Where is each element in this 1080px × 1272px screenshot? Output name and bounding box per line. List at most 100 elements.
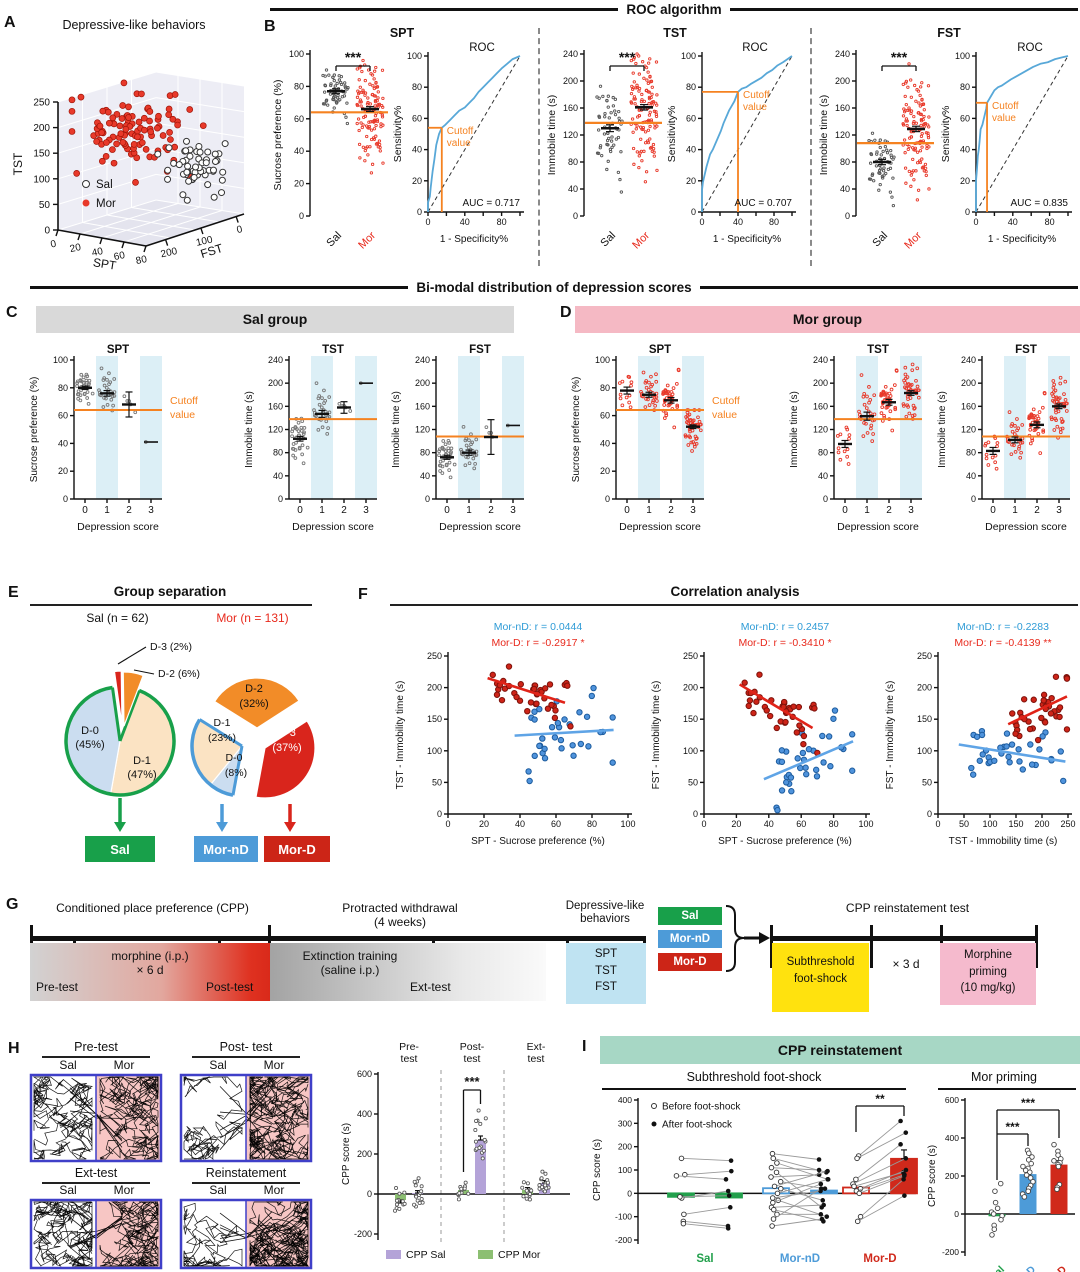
svg-text:2: 2 bbox=[668, 505, 674, 516]
svg-text:200: 200 bbox=[160, 246, 179, 260]
svg-text:Mor-nD: r = 0.0444: Mor-nD: r = 0.0444 bbox=[494, 621, 583, 633]
extinction-line2: (saline i.p.) bbox=[320, 962, 380, 977]
svg-text:80: 80 bbox=[568, 157, 578, 167]
svg-text:0: 0 bbox=[367, 1189, 372, 1199]
svg-text:80: 80 bbox=[840, 157, 850, 167]
svg-text:200: 200 bbox=[618, 1142, 632, 1152]
svg-text:Mor-nD: r = 0.2457: Mor-nD: r = 0.2457 bbox=[741, 621, 830, 633]
svg-text:20: 20 bbox=[686, 176, 696, 186]
svg-text:(37%): (37%) bbox=[272, 742, 301, 754]
priming-chart-rule bbox=[938, 1088, 1076, 1090]
svg-text:D-3: D-3 bbox=[278, 727, 296, 739]
ext-test-label: Ext-test bbox=[410, 980, 451, 994]
svg-text:(47%): (47%) bbox=[127, 769, 156, 781]
svg-text:(8%): (8%) bbox=[225, 767, 247, 779]
svg-text:0: 0 bbox=[236, 224, 244, 236]
svg-text:160: 160 bbox=[835, 103, 850, 113]
svg-text:60: 60 bbox=[113, 250, 127, 263]
svg-text:Cutoff: Cutoff bbox=[712, 395, 740, 407]
bimodal-header: Bi-modal distribution of depression scor… bbox=[30, 280, 1079, 295]
trace-rule bbox=[42, 1182, 150, 1184]
svg-text:40: 40 bbox=[960, 145, 970, 155]
svg-text:value: value bbox=[992, 113, 1016, 124]
svg-text:200: 200 bbox=[813, 378, 828, 388]
fst-roc-chart: ROC 0 20 40 60 80 100 0 40 80 1 - Specificity% Sens… bbox=[940, 42, 1072, 245]
svg-text:0: 0 bbox=[927, 809, 932, 819]
trace-post-test bbox=[179, 1073, 313, 1163]
svg-text:Mor-D: r = -0.3410 *: Mor-D: r = -0.3410 * bbox=[738, 637, 831, 649]
svg-text:100: 100 bbox=[195, 234, 214, 248]
svg-text:***: *** bbox=[1021, 1096, 1035, 1110]
svg-text:100: 100 bbox=[407, 51, 422, 61]
svg-text:Sal: Sal bbox=[110, 842, 130, 857]
trace-ext-test bbox=[29, 1198, 163, 1270]
svg-text:240: 240 bbox=[835, 49, 850, 59]
test-tst: TST bbox=[595, 964, 617, 977]
mor-tst-score-chart: TST 0 40 80 120 160 200 240 Immobile time (s) 0 1 2… bbox=[789, 344, 922, 533]
svg-text:400: 400 bbox=[357, 1109, 372, 1119]
svg-text:20: 20 bbox=[294, 179, 304, 189]
svg-text:100: 100 bbox=[917, 746, 932, 756]
morphine-line1: morphine (i.p.) bbox=[111, 949, 189, 963]
trace-rule bbox=[42, 1056, 150, 1058]
footshock-line2: foot-shock bbox=[793, 973, 848, 986]
svg-text:0: 0 bbox=[954, 1209, 959, 1219]
svg-text:Ext-: Ext- bbox=[527, 1041, 546, 1053]
svg-text:3: 3 bbox=[690, 505, 696, 516]
svg-text:Mor: Mor bbox=[630, 229, 652, 251]
svg-text:Mor-D: Mor-D bbox=[863, 1253, 896, 1265]
svg-text:***: *** bbox=[1005, 1120, 1019, 1134]
svg-text:80: 80 bbox=[686, 82, 696, 92]
svg-text:100: 100 bbox=[618, 1165, 632, 1175]
fst-beeswarm-chart: 0 40 80 120 160 200 240 Immobile time (s) *** Sal… bbox=[818, 49, 934, 252]
svg-text:AUC = 0.835: AUC = 0.835 bbox=[1010, 198, 1068, 209]
svg-text:SPT: SPT bbox=[649, 344, 671, 356]
chamber-label-mor: Mor bbox=[113, 1183, 135, 1197]
svg-text:150: 150 bbox=[1008, 819, 1023, 829]
svg-text:40: 40 bbox=[58, 438, 68, 448]
svg-text:Mor-nD: Mor-nD bbox=[1004, 1263, 1039, 1272]
panel-c-label: C bbox=[6, 304, 18, 321]
svg-text:50: 50 bbox=[922, 777, 932, 787]
svg-text:0: 0 bbox=[63, 494, 68, 504]
svg-text:80: 80 bbox=[600, 383, 610, 393]
timeline-tick bbox=[870, 925, 873, 968]
svg-text:250: 250 bbox=[427, 651, 442, 661]
svg-text:2: 2 bbox=[886, 505, 892, 516]
svg-text:2: 2 bbox=[126, 505, 132, 516]
reinstatement-test-title: CPP reinstatement test bbox=[845, 901, 970, 915]
svg-text:Immobile time (s): Immobile time (s) bbox=[244, 391, 255, 468]
timeline-bar-2 bbox=[770, 936, 1038, 941]
svg-text:ROC: ROC bbox=[1017, 42, 1043, 54]
svg-text:D-1: D-1 bbox=[214, 717, 231, 729]
svg-text:SPT - Sucrose preference (%): SPT - Sucrose preference (%) bbox=[718, 836, 852, 847]
chamber-label-sal: Sal bbox=[209, 1058, 227, 1072]
svg-text:0: 0 bbox=[699, 217, 704, 227]
svg-text:2: 2 bbox=[1034, 505, 1040, 516]
svg-text:D-2 (6%): D-2 (6%) bbox=[158, 668, 200, 680]
svg-text:240: 240 bbox=[961, 355, 976, 365]
svg-text:0: 0 bbox=[965, 207, 970, 217]
header-rule-left bbox=[270, 8, 619, 11]
mord-group-box: Mor-D bbox=[658, 953, 722, 971]
svg-text:Depression score: Depression score bbox=[439, 521, 521, 533]
svg-text:100: 100 bbox=[982, 819, 997, 829]
svg-text:1 - Specificity%: 1 - Specificity% bbox=[988, 234, 1056, 245]
svg-text:Mor-D: r = -0.4139 **: Mor-D: r = -0.4139 ** bbox=[954, 637, 1051, 649]
svg-text:200: 200 bbox=[268, 378, 283, 388]
svg-text:1: 1 bbox=[319, 505, 325, 516]
svg-text:Depression score: Depression score bbox=[619, 521, 701, 533]
svg-text:60: 60 bbox=[58, 411, 68, 421]
svg-text:80: 80 bbox=[135, 254, 149, 267]
svg-text:1: 1 bbox=[864, 505, 870, 516]
svg-text:40: 40 bbox=[460, 217, 470, 227]
test-spt: SPT bbox=[594, 948, 618, 960]
svg-text:AUC = 0.717: AUC = 0.717 bbox=[462, 198, 520, 209]
svg-text:40: 40 bbox=[686, 145, 696, 155]
panel-b-tst-title: TST bbox=[663, 26, 687, 40]
svg-text:150: 150 bbox=[917, 714, 932, 724]
svg-text:200: 200 bbox=[945, 1171, 959, 1181]
svg-text:Immobile time (s): Immobile time (s) bbox=[937, 391, 948, 468]
svg-text:0: 0 bbox=[417, 207, 422, 217]
svg-text:80: 80 bbox=[58, 383, 68, 393]
